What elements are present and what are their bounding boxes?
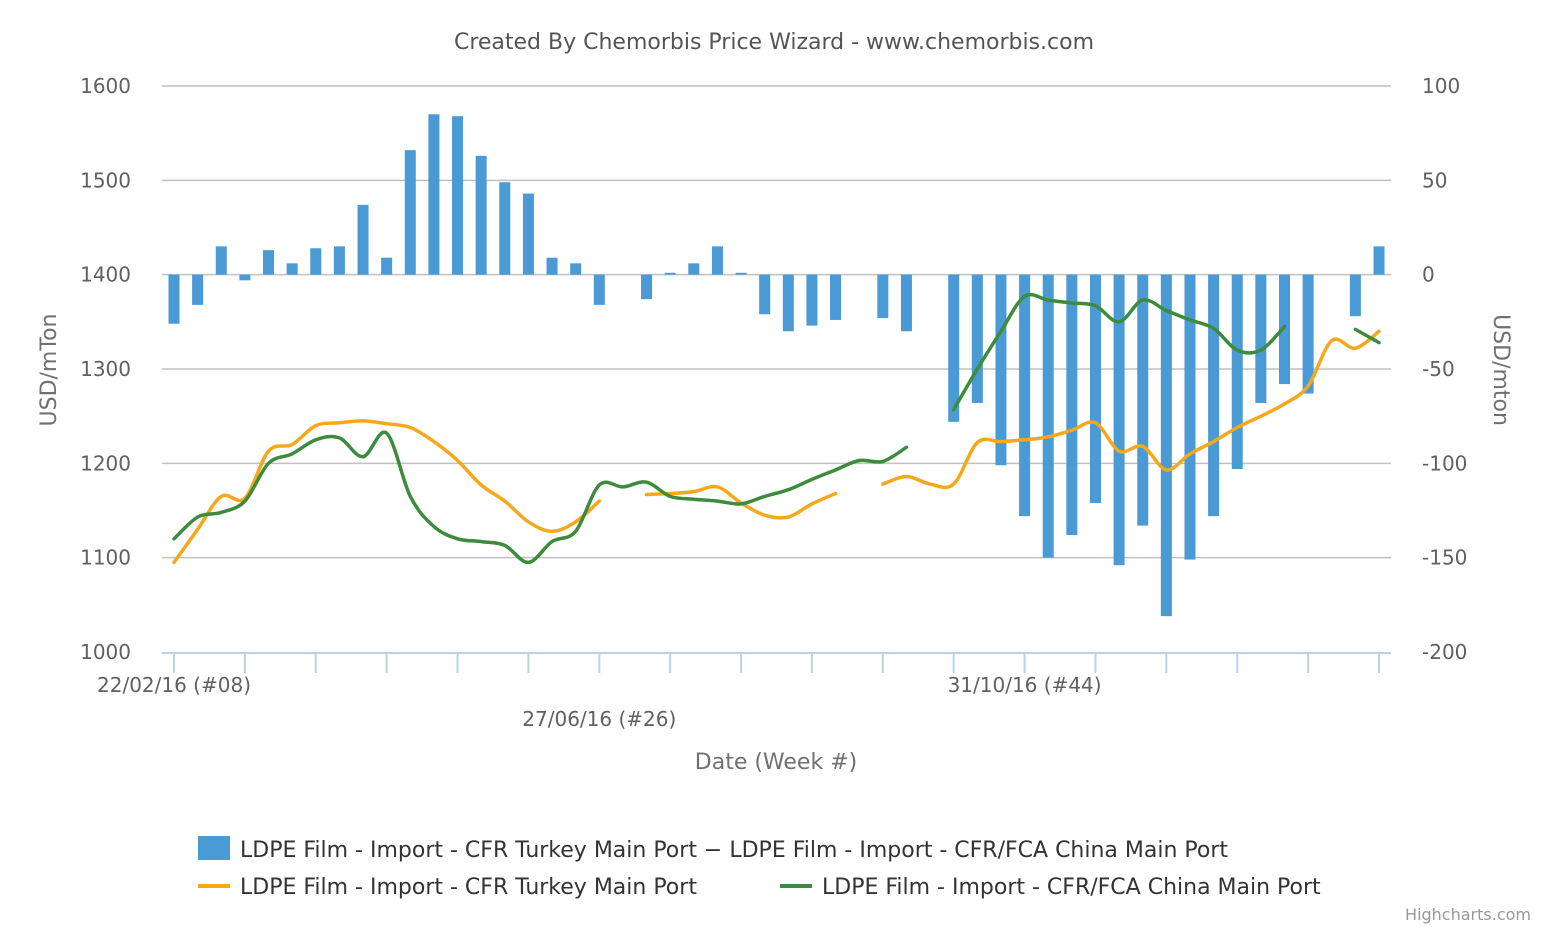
line-turkey[interactable]: [881, 329, 1381, 490]
bar[interactable]: [948, 274, 960, 422]
legend-label-china: LDPE Film - Import - CFR/FCA China Main …: [822, 875, 1321, 900]
y-right-tick-label: -100: [1422, 451, 1467, 475]
bar[interactable]: [333, 246, 345, 275]
line-turkey[interactable]: [172, 419, 602, 565]
bar-series-difference: [168, 114, 1385, 617]
bar[interactable]: [499, 182, 511, 275]
y-axis-right-title: USD/mton: [1488, 314, 1513, 426]
bar[interactable]: [593, 274, 605, 305]
bar[interactable]: [1373, 246, 1385, 275]
bar[interactable]: [1255, 274, 1267, 403]
bar[interactable]: [900, 274, 912, 332]
y-axis-left-title: USD/mTon: [37, 314, 62, 427]
legend: LDPE Film - Import - CFR Turkey Main Por…: [198, 836, 1321, 900]
bar[interactable]: [1113, 274, 1125, 566]
bar[interactable]: [688, 263, 700, 275]
x-axis-title: Date (Week #): [695, 750, 857, 775]
legend-label-turkey: LDPE Film - Import - CFR Turkey Main Por…: [240, 875, 697, 900]
bar[interactable]: [1137, 274, 1149, 526]
bar[interactable]: [806, 274, 818, 326]
y-left-tick-label: 1200: [80, 451, 131, 475]
y-left-tick-label: 1400: [80, 263, 131, 287]
y-left-tick-label: 1000: [80, 640, 131, 664]
bar[interactable]: [286, 263, 298, 275]
bar[interactable]: [782, 274, 794, 332]
bar[interactable]: [546, 257, 558, 275]
y-right-tick-label: -50: [1422, 357, 1455, 381]
y-left-tick-label: 1600: [80, 74, 131, 98]
y-left-tick-label: 1100: [80, 546, 131, 570]
bar[interactable]: [215, 246, 227, 275]
y-right-tick-label: 50: [1422, 168, 1447, 192]
bar[interactable]: [475, 155, 487, 275]
bar[interactable]: [168, 274, 180, 324]
legend-item-turkey[interactable]: LDPE Film - Import - CFR Turkey Main Por…: [198, 875, 697, 900]
bar[interactable]: [1208, 274, 1220, 517]
bar[interactable]: [522, 193, 534, 275]
bar[interactable]: [735, 272, 747, 275]
bar[interactable]: [1231, 274, 1243, 469]
legend-label-difference: LDPE Film - Import - CFR Turkey Main Por…: [240, 838, 1228, 863]
line-series-layer: [172, 292, 1381, 565]
y-right-tick-label: 100: [1422, 74, 1460, 98]
bar[interactable]: [830, 274, 842, 320]
line-china[interactable]: [172, 430, 909, 565]
bar[interactable]: [310, 248, 322, 275]
legend-swatch-bar: [198, 836, 230, 860]
bar[interactable]: [428, 114, 440, 275]
bar[interactable]: [1302, 274, 1314, 394]
chart-title: Created By Chemorbis Price Wizard - www.…: [454, 30, 1094, 55]
bar[interactable]: [263, 250, 275, 275]
x-tick-label: 27/06/16 (#26): [522, 707, 676, 731]
line-china[interactable]: [1353, 327, 1381, 345]
bar[interactable]: [1278, 274, 1290, 385]
gridlines: [162, 85, 1391, 559]
y-right-tick-label: -200: [1422, 640, 1467, 664]
bar[interactable]: [664, 272, 676, 275]
bar[interactable]: [1042, 274, 1054, 558]
x-tick-label: 31/10/16 (#44): [948, 673, 1102, 697]
bar[interactable]: [711, 246, 723, 275]
legend-item-china[interactable]: LDPE Film - Import - CFR/FCA China Main …: [780, 875, 1321, 900]
bar[interactable]: [971, 274, 983, 403]
y-right-tick-label: 0: [1422, 263, 1435, 287]
bar[interactable]: [1089, 274, 1101, 503]
line-china[interactable]: [951, 292, 1287, 412]
y-left-tick-label: 1300: [80, 357, 131, 381]
bar[interactable]: [1349, 274, 1361, 317]
bar[interactable]: [570, 263, 582, 275]
bar[interactable]: [192, 274, 204, 305]
bar[interactable]: [1066, 274, 1078, 536]
bar[interactable]: [759, 274, 771, 315]
bar[interactable]: [1160, 274, 1172, 617]
bar[interactable]: [1184, 274, 1196, 560]
bar[interactable]: [404, 150, 416, 275]
credits-link[interactable]: Highcharts.com: [1405, 905, 1531, 924]
bar[interactable]: [452, 116, 464, 275]
y-left-tick-label: 1500: [80, 168, 131, 192]
bar[interactable]: [641, 274, 653, 300]
bar[interactable]: [381, 257, 393, 275]
y-right-tick-label: -150: [1422, 546, 1467, 570]
bar[interactable]: [995, 274, 1007, 466]
bar[interactable]: [239, 274, 251, 281]
x-tick-label: 22/02/16 (#08): [97, 673, 251, 697]
bar[interactable]: [1019, 274, 1031, 517]
bar[interactable]: [357, 204, 369, 275]
bar[interactable]: [877, 274, 889, 319]
axes: 1000110012001300140015001600-200-150-100…: [80, 74, 1467, 731]
legend-item-difference[interactable]: LDPE Film - Import - CFR Turkey Main Por…: [198, 836, 1228, 863]
